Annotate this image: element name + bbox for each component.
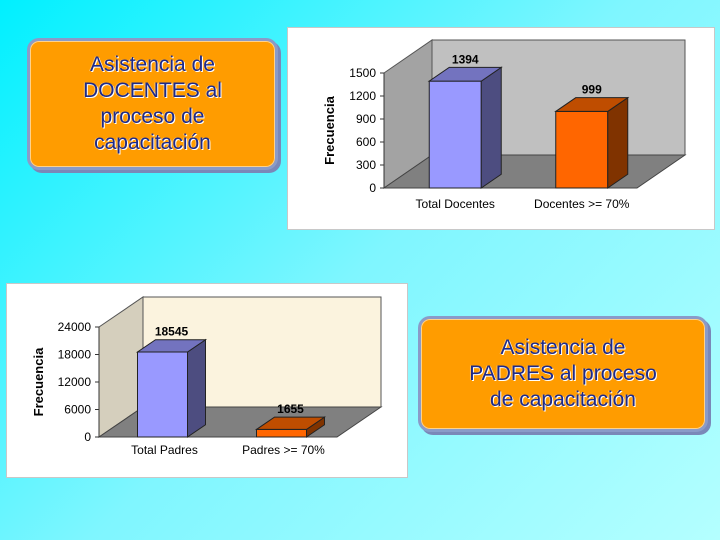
bar-top: [427, 66, 503, 82]
docentes-title-callout: Asistencia de DOCENTES al proceso de cap…: [27, 38, 278, 170]
y-tick-label: 900: [356, 112, 376, 126]
y-tick-label: 0: [84, 430, 91, 444]
bar-value-label: 1655: [277, 402, 304, 416]
bar-front: [137, 351, 188, 438]
x-category-label: Padres >= 70%: [242, 443, 325, 457]
x-category-label: Docentes >= 70%: [534, 197, 630, 211]
docentes-chart: 0 300 600 900 1200 1500 Frecuencia 1394 Total Do…: [322, 39, 687, 211]
padres-title-text: Asistencia de PADRES al proceso de capac…: [469, 336, 657, 411]
x-category-label: Total Docentes: [416, 197, 495, 211]
y-tick-label: 24000: [58, 320, 92, 334]
bar-top: [254, 416, 327, 430]
docentes-title-text: Asistencia de DOCENTES al proceso de cap…: [83, 53, 222, 154]
bar-value-label: 999: [582, 83, 602, 97]
y-tick-label: 1200: [349, 89, 376, 103]
y-tick-label: 6000: [64, 403, 91, 417]
bar-top: [554, 97, 630, 112]
docentes-chart-panel: 0 300 600 900 1200 1500 Frecuencia 1394 Total Do…: [287, 27, 715, 230]
padres-chart: 0 6000 12000 18000 24000 Frecuencia 18545 Total…: [31, 296, 383, 457]
bar-value-label: 18545: [155, 325, 189, 339]
bar-side: [480, 66, 502, 189]
bar-side: [607, 96, 629, 189]
y-axis-label: Frecuencia: [322, 95, 337, 164]
y-tick-label: 0: [369, 181, 376, 195]
bar-front: [256, 428, 307, 438]
padres-chart-panel: 0 6000 12000 18000 24000 Frecuencia 18545 Total…: [6, 283, 408, 478]
padres-title-callout: Asistencia de PADRES al proceso de capac…: [418, 316, 708, 432]
bar-side: [187, 338, 206, 438]
bar-front: [428, 80, 482, 189]
y-tick-label: 1500: [349, 66, 376, 80]
y-tick-label: 12000: [58, 375, 92, 389]
y-tick-label: 18000: [58, 348, 92, 362]
bar-front: [555, 110, 609, 189]
bar-top: [135, 339, 208, 353]
y-tick-label: 600: [356, 135, 376, 149]
y-tick-label: 300: [356, 158, 376, 172]
bar-value-label: 1394: [452, 52, 479, 66]
x-category-label: Total Padres: [131, 443, 198, 457]
y-axis-label: Frecuencia: [31, 347, 46, 416]
